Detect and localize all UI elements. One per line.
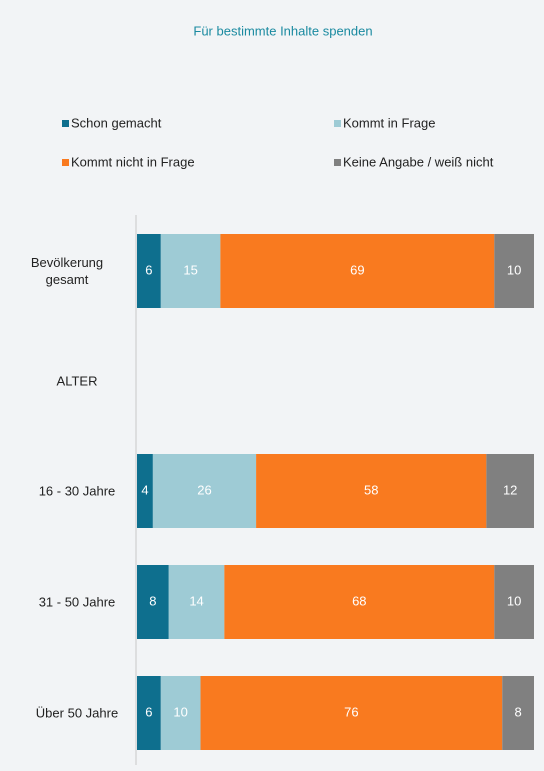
legend-swatch [334, 159, 341, 166]
bar-segment [256, 454, 487, 528]
data-label: 4 [141, 482, 148, 497]
bar-segment [152, 454, 257, 528]
bar-segment [494, 565, 534, 639]
chart-title: Für bestimmte Inhalte spenden [193, 23, 372, 38]
legend-swatch [62, 120, 69, 127]
category-label: Über 50 Jahre [35, 705, 119, 721]
bar-segment [160, 676, 201, 750]
data-label: 6 [145, 262, 152, 277]
bar-segment [220, 234, 495, 308]
bar-segment [137, 676, 161, 750]
bar-segment [224, 565, 495, 639]
category-label: 16 - 30 Jahre [38, 483, 116, 499]
data-label: 15 [183, 262, 197, 277]
legend-label: Kommt in Frage [343, 115, 435, 130]
data-label: 14 [189, 593, 203, 608]
bar-segment [137, 234, 161, 308]
legend-label: Schon gemacht [71, 115, 162, 130]
legend-swatch [334, 120, 341, 127]
category-label: Bevölkerung gesamt [30, 255, 104, 287]
data-label: 68 [352, 593, 366, 608]
data-label: 12 [503, 482, 517, 497]
bar-segment [502, 676, 534, 750]
data-label: 26 [197, 482, 211, 497]
data-label: 69 [350, 262, 364, 277]
category-label: 31 - 50 Jahre [38, 594, 116, 610]
bar-segment [137, 565, 169, 639]
bar-segment [486, 454, 534, 528]
data-label: 58 [364, 482, 378, 497]
legend-label: Kommt nicht in Frage [71, 154, 195, 169]
bar-segment [200, 676, 503, 750]
bar-segment [137, 454, 153, 528]
data-label: 10 [507, 593, 521, 608]
data-label: 6 [145, 704, 152, 719]
data-label: 8 [515, 704, 522, 719]
category-label: ALTER [56, 373, 98, 389]
legend-swatch [62, 159, 69, 166]
bar-segment [494, 234, 534, 308]
bar-segment [168, 565, 225, 639]
data-label: 10 [507, 262, 521, 277]
data-label: 76 [344, 704, 358, 719]
data-label: 8 [149, 593, 156, 608]
data-label: 10 [173, 704, 187, 719]
legend-label: Keine Angabe / weiß nicht [343, 154, 494, 169]
bar-segment [160, 234, 221, 308]
